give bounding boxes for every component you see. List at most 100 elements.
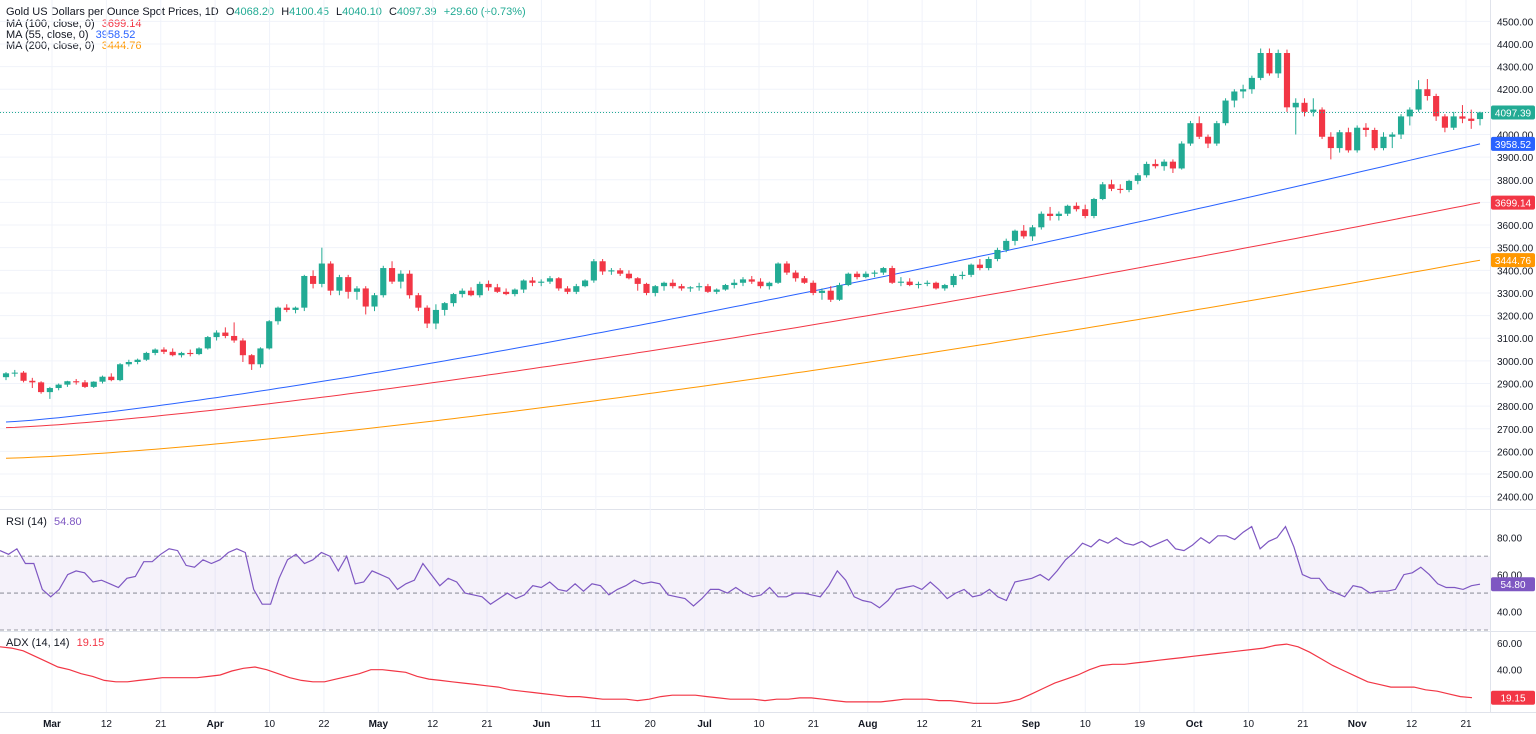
price-label-box bbox=[1491, 136, 1535, 151]
candle-body bbox=[266, 321, 273, 349]
ma-line-2 bbox=[5, 259, 1481, 459]
candle-body bbox=[643, 283, 650, 293]
candle-body bbox=[187, 352, 194, 355]
candle-body bbox=[415, 295, 422, 308]
candle-body bbox=[1354, 127, 1361, 151]
candle-body bbox=[46, 388, 53, 393]
candle-body bbox=[731, 282, 738, 286]
candle-body bbox=[380, 268, 387, 296]
candle-body bbox=[1073, 205, 1080, 210]
date-tick-label: 12 bbox=[101, 719, 113, 730]
candle-body bbox=[722, 285, 729, 290]
candle-body bbox=[11, 372, 18, 374]
candle-body bbox=[590, 261, 597, 281]
candle-body bbox=[968, 264, 975, 275]
candle-body bbox=[169, 351, 176, 356]
candle-body bbox=[134, 359, 141, 362]
candle-body bbox=[1108, 184, 1115, 189]
candle-body bbox=[1459, 116, 1466, 119]
price-label-text: 4097.39 bbox=[1495, 108, 1532, 119]
candle-body bbox=[546, 278, 554, 282]
candle-body bbox=[81, 382, 89, 387]
candle-body bbox=[634, 278, 641, 284]
legend-adx[interactable]: ADX (14, 14) 19.15 bbox=[6, 637, 108, 649]
candle-body bbox=[1301, 102, 1308, 112]
candle-body bbox=[739, 279, 747, 283]
legend-ma200[interactable]: MA (200, close, 0) 3444.76 bbox=[6, 40, 145, 52]
candle-body bbox=[617, 270, 624, 274]
candle-body bbox=[248, 355, 255, 365]
price-tick-label: 3100.00 bbox=[1497, 334, 1534, 345]
candle-body bbox=[204, 337, 211, 349]
candle-body bbox=[810, 282, 817, 293]
price-tick-label: 4300.00 bbox=[1497, 63, 1534, 74]
price-tick-label: 2500.00 bbox=[1497, 470, 1534, 481]
candle-body bbox=[125, 361, 132, 365]
candle-body bbox=[1397, 116, 1405, 135]
candle-body bbox=[1187, 123, 1194, 144]
price-tick-label: 3300.00 bbox=[1497, 289, 1534, 300]
candle-body bbox=[608, 270, 615, 272]
price-change: +29.60 (+0.73%) bbox=[443, 6, 526, 18]
candle-body bbox=[1406, 109, 1413, 117]
candle-body bbox=[1327, 136, 1334, 149]
price-tick-label: 2800.00 bbox=[1497, 402, 1534, 413]
candle-body bbox=[1169, 161, 1176, 169]
date-tick-label: 21 bbox=[482, 719, 494, 730]
candle-body bbox=[213, 332, 220, 338]
legend-rsi[interactable]: RSI (14) 54.80 bbox=[6, 516, 86, 528]
ohlc-low: L4040.10 bbox=[336, 6, 382, 18]
candle-body bbox=[538, 281, 545, 283]
candle-body bbox=[599, 261, 606, 272]
rsi-tick-label: 80.00 bbox=[1497, 534, 1522, 545]
candle-body bbox=[231, 335, 238, 341]
candle-body bbox=[1371, 129, 1378, 149]
candle-body bbox=[1143, 163, 1150, 176]
price-tick-label: 2600.00 bbox=[1497, 447, 1534, 458]
candle-body bbox=[274, 307, 282, 322]
candle-body bbox=[1231, 91, 1238, 101]
candle-body bbox=[1248, 77, 1255, 90]
candle-body bbox=[713, 289, 720, 292]
candle-body bbox=[959, 274, 966, 276]
candle-body bbox=[485, 283, 492, 288]
price-tick-label: 3500.00 bbox=[1497, 244, 1534, 255]
candle-body bbox=[55, 384, 62, 389]
candle-body bbox=[1283, 53, 1291, 108]
date-tick-label: 21 bbox=[1460, 719, 1472, 730]
candle-body bbox=[792, 272, 799, 279]
candle-body bbox=[1090, 199, 1098, 216]
price-label-text: 3444.76 bbox=[1495, 256, 1532, 267]
candle-body bbox=[1415, 89, 1422, 110]
candle-body bbox=[345, 277, 352, 292]
candle-body bbox=[257, 348, 264, 365]
candle-body bbox=[152, 349, 159, 353]
candle-body bbox=[950, 275, 957, 286]
candle-body bbox=[1362, 127, 1370, 130]
date-tick-label: 10 bbox=[753, 719, 765, 730]
legend-ma55[interactable]: MA (55, close, 0) 3958.52 bbox=[6, 29, 139, 41]
candle-body bbox=[73, 381, 80, 383]
candle-body bbox=[783, 263, 790, 273]
candle-body bbox=[511, 289, 518, 295]
rsi-value-text: 54.80 bbox=[1500, 580, 1525, 591]
candle-body bbox=[1240, 89, 1247, 92]
candle-body bbox=[459, 290, 466, 295]
ma-line-1 bbox=[5, 202, 1481, 429]
adx-tick-label: 40.00 bbox=[1497, 666, 1522, 677]
date-tick-label: Nov bbox=[1348, 719, 1367, 730]
candle-body bbox=[108, 376, 115, 381]
price-label-text: 3699.14 bbox=[1495, 199, 1532, 210]
candle-body bbox=[397, 273, 404, 282]
candle-body bbox=[853, 273, 861, 278]
ma55-value: 3958.52 bbox=[95, 29, 136, 41]
candle-body bbox=[222, 332, 229, 336]
symbol-title: Gold US Dollars per Ounce Spot Prices, 1… bbox=[6, 6, 219, 18]
candle-body bbox=[1161, 161, 1168, 167]
rsi-value: 54.80 bbox=[54, 516, 82, 528]
candle-body bbox=[450, 294, 457, 304]
candle-body bbox=[467, 290, 475, 296]
candle-body bbox=[1468, 118, 1475, 121]
symbol-header: Gold US Dollars per Ounce Spot Prices, 1… bbox=[6, 6, 530, 18]
